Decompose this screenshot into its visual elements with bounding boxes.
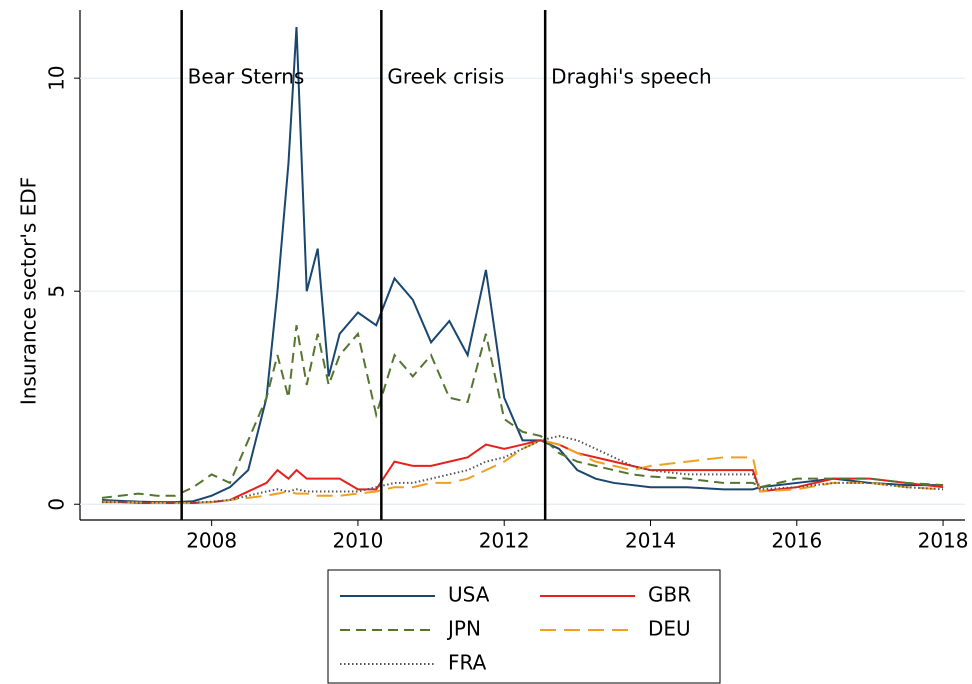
- event-label: Draghi's speech: [551, 65, 711, 89]
- x-tick-label: 2008: [186, 529, 237, 553]
- legend-label: USA: [448, 583, 490, 607]
- x-tick-label: 2016: [771, 529, 822, 553]
- x-tick-label: 2012: [479, 529, 530, 553]
- x-tick-label: 2010: [332, 529, 383, 553]
- y-tick-label: 10: [45, 65, 69, 90]
- y-tick-label: 0: [45, 498, 69, 511]
- event-label: Greek crisis: [387, 65, 504, 89]
- legend-label: JPN: [446, 617, 481, 641]
- legend-label: FRA: [448, 651, 487, 675]
- event-label: Bear Sterns: [188, 65, 305, 89]
- series-line: [101, 435, 944, 504]
- legend-label: DEU: [648, 617, 691, 641]
- x-tick-label: 2014: [625, 529, 676, 553]
- legend-box: [327, 569, 721, 684]
- y-axis-label: Insurance sector's EDF: [17, 177, 41, 405]
- legend-label: GBR: [648, 583, 691, 607]
- y-tick-label: 5: [45, 285, 69, 298]
- series-line: [101, 26, 944, 504]
- series-line: [101, 325, 944, 499]
- x-tick-label: 2018: [918, 529, 969, 553]
